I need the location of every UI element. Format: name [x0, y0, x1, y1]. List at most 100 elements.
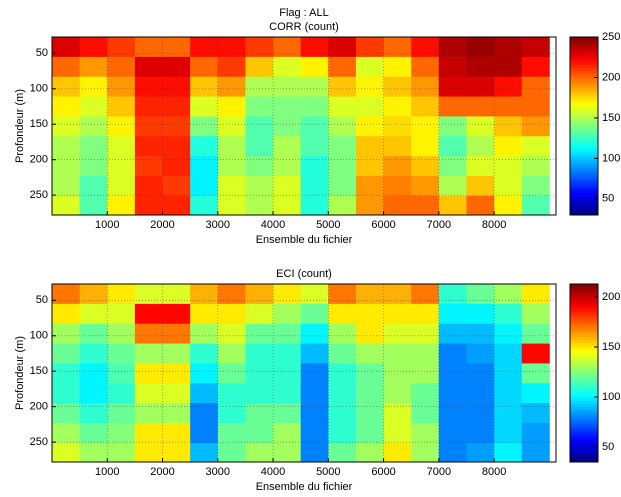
colorbar-step — [570, 131, 598, 135]
heat-cell — [190, 56, 219, 78]
colorbar-step — [570, 353, 598, 357]
heat-cell — [217, 156, 246, 177]
heat-cell — [190, 403, 219, 424]
heat-cell — [134, 76, 163, 97]
heat-cell — [245, 56, 274, 78]
heat-cell — [300, 303, 329, 325]
colorbar-step — [570, 406, 598, 410]
colorbar-step — [570, 350, 598, 354]
x-tick-label: 5000 — [316, 466, 340, 478]
colorbar-step — [570, 345, 598, 349]
heat-cell — [107, 323, 136, 344]
heat-cell — [521, 116, 550, 137]
heat-cell — [245, 363, 274, 384]
heat-cell — [162, 422, 191, 444]
colorbar-step — [570, 445, 598, 449]
heat-cell — [383, 96, 412, 117]
heat-cell — [438, 156, 467, 177]
colorbar-step — [570, 117, 598, 121]
heat-cell — [438, 96, 467, 117]
heat-cell — [134, 422, 163, 444]
heat-cell — [190, 383, 219, 404]
colorbar-step — [570, 375, 598, 379]
colorbar-step — [570, 417, 598, 421]
heat-cell — [217, 422, 246, 444]
heat-cell — [217, 403, 246, 424]
heat-cell — [52, 76, 81, 97]
colorbar-step — [570, 53, 598, 57]
heat-cell — [328, 343, 357, 364]
colorbar-step — [570, 334, 598, 338]
heat-cell — [521, 76, 550, 97]
heat-cell — [79, 403, 108, 424]
colorbar-step — [570, 314, 598, 318]
colorbar-step — [570, 423, 598, 427]
heat-cell — [162, 175, 191, 197]
heat-cell — [521, 96, 550, 117]
colorbar-step — [570, 331, 598, 335]
heat-cell — [52, 343, 81, 364]
colorbar-step — [570, 398, 598, 402]
heat-cell — [107, 195, 136, 216]
heat-cell — [355, 156, 384, 177]
x-tick-label: 2000 — [150, 219, 174, 231]
x-tick-label: 6000 — [371, 466, 395, 478]
heat-cell — [521, 323, 550, 344]
heat-cell — [217, 136, 246, 157]
plot-frame — [51, 283, 557, 463]
colorbar-step — [570, 87, 598, 91]
colorbar-step — [570, 123, 598, 127]
heat-cell — [494, 284, 523, 305]
heat-cell — [466, 442, 495, 463]
heat-cell — [355, 422, 384, 444]
colorbar-step — [570, 164, 598, 169]
heat-cell — [411, 136, 440, 157]
heat-cell — [300, 403, 329, 424]
heat-cell — [190, 116, 219, 137]
heat-cell — [245, 175, 274, 197]
colorbar-step — [570, 389, 598, 393]
heat-cell — [494, 383, 523, 404]
colorbar-step — [570, 411, 598, 416]
x-tick-label: 3000 — [206, 466, 230, 478]
colorbar-step — [570, 459, 598, 463]
chart-title: CORR (count) — [269, 21, 339, 33]
heat-cell — [355, 284, 384, 305]
heat-cell — [52, 442, 81, 463]
colorbar-step — [570, 428, 598, 432]
heat-cell — [438, 383, 467, 404]
heat-cell — [273, 343, 302, 364]
heat-cell — [134, 116, 163, 137]
heat-cell — [134, 363, 163, 384]
heat-cell — [521, 56, 550, 78]
heat-cell — [134, 96, 163, 117]
heat-cell — [162, 343, 191, 364]
x-tick-label: 2000 — [150, 466, 174, 478]
heat-cell — [466, 323, 495, 344]
heat-cell — [383, 136, 412, 157]
heat-cell — [162, 284, 191, 305]
heat-cell — [521, 363, 550, 384]
colorbar-step — [570, 64, 598, 68]
heat-cell — [466, 343, 495, 364]
colorbar-step — [570, 195, 598, 199]
heat-cell — [79, 116, 108, 137]
heat-cell — [52, 136, 81, 157]
heat-cell — [466, 422, 495, 444]
heat-cell — [273, 284, 302, 305]
colorbar-step — [570, 384, 598, 388]
heat-cell — [383, 37, 412, 58]
heat-cell — [438, 323, 467, 344]
colorbar-step — [570, 367, 598, 371]
heat-cell — [466, 56, 495, 78]
colorbar-step — [570, 178, 598, 183]
heat-cell — [217, 116, 246, 137]
heat-cell — [107, 96, 136, 117]
colorbar-step — [570, 206, 598, 210]
heat-cell — [245, 383, 274, 404]
figure-title: Flag : ALL — [279, 7, 329, 19]
heat-cell — [438, 195, 467, 216]
heat-cell — [217, 76, 246, 97]
heat-cell — [273, 175, 302, 197]
x-tick-label: 4000 — [261, 219, 285, 231]
